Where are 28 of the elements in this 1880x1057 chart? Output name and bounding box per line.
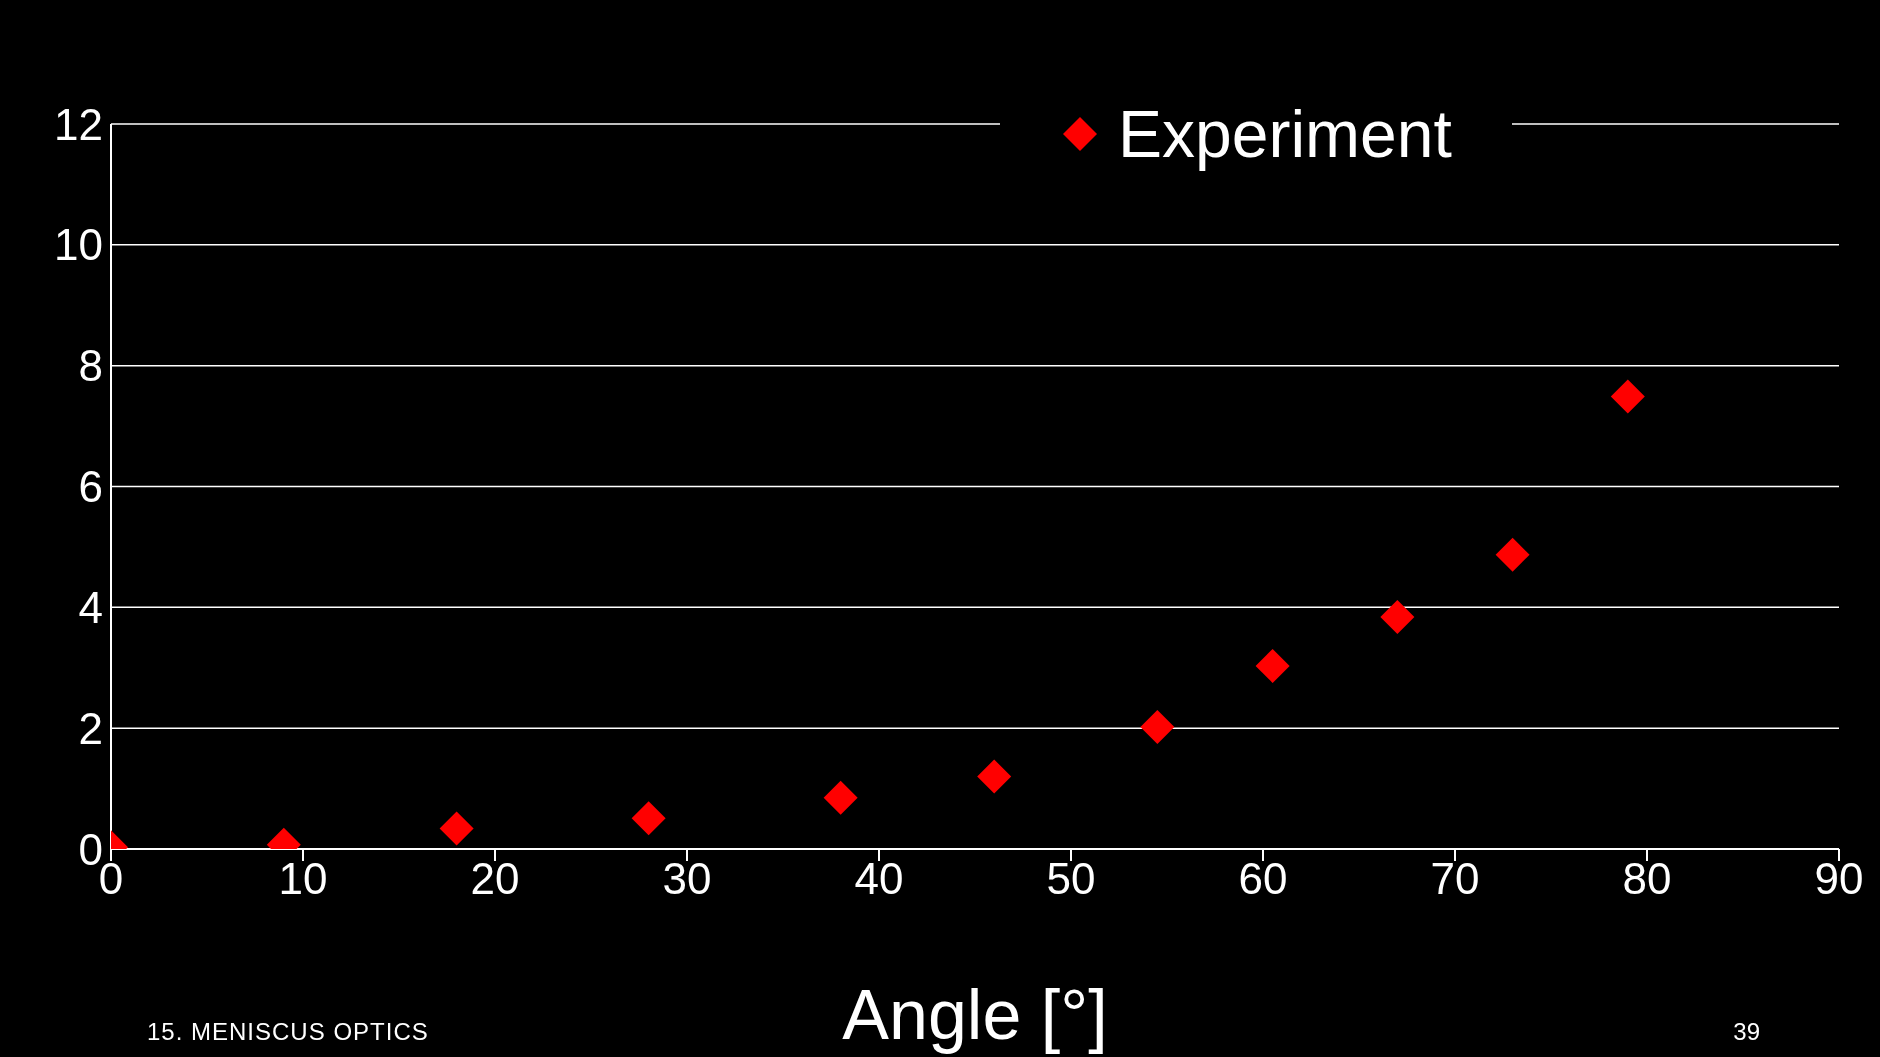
y-tick-label: 4 bbox=[78, 582, 103, 632]
point bbox=[977, 759, 1012, 794]
point bbox=[1140, 709, 1175, 744]
y-tick-label: 6 bbox=[78, 462, 103, 512]
x-tick-label: 80 bbox=[1622, 854, 1672, 904]
point bbox=[1610, 379, 1645, 414]
text: 15. MENISCUS OPTICS bbox=[147, 1018, 429, 1046]
point bbox=[823, 780, 858, 815]
point bbox=[631, 801, 666, 836]
x-tick-label: 40 bbox=[854, 854, 904, 904]
y-tick-label: 10 bbox=[54, 220, 103, 270]
x-axis-title: Angle [°] bbox=[841, 975, 1109, 1055]
x-tick-label: 20 bbox=[470, 854, 520, 904]
point bbox=[1255, 648, 1290, 683]
x-tick-label: 70 bbox=[1430, 854, 1480, 904]
x-tick-label: 50 bbox=[1046, 854, 1096, 904]
point bbox=[1495, 537, 1530, 572]
x-tick-label: 30 bbox=[662, 854, 712, 904]
y-tick-label: 8 bbox=[78, 341, 103, 391]
x-tick-label: 90 bbox=[1814, 854, 1864, 904]
x-tick-label: 10 bbox=[278, 854, 328, 904]
x-tick-label: 60 bbox=[1238, 854, 1288, 904]
point bbox=[1380, 600, 1415, 634]
point bbox=[439, 811, 474, 846]
y-tick-label: 12 bbox=[54, 99, 103, 149]
y-tick-label: 2 bbox=[78, 703, 103, 753]
text: 39 bbox=[1733, 1018, 1760, 1046]
legend-label: Experiment bbox=[1118, 96, 1452, 172]
